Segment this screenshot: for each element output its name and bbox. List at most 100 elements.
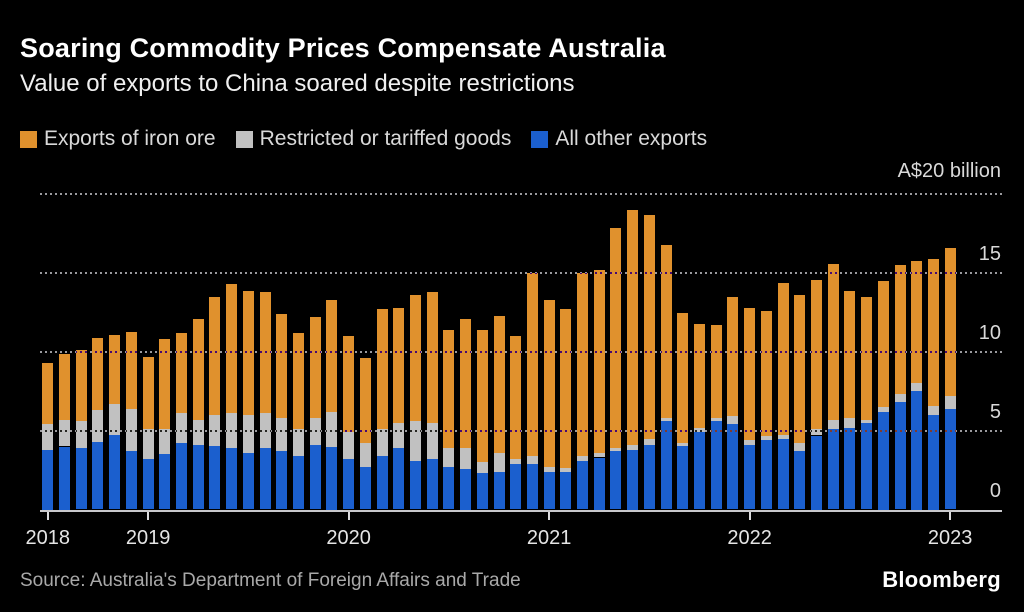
- bloomberg-logo: Bloomberg: [882, 567, 1001, 592]
- bar-stack: [92, 337, 104, 510]
- bar-stack: [777, 282, 789, 510]
- bar-segment-restricted: [811, 429, 822, 436]
- x-tick-label-2022: 2022: [727, 526, 772, 549]
- bar-segment-iron-ore: [560, 309, 572, 469]
- bar-segment-iron-ore: [894, 265, 906, 395]
- bar-segment-other: [192, 444, 204, 510]
- bar-stack: [176, 333, 187, 510]
- bar-segment-other: [510, 463, 522, 510]
- bar-segment-iron-ore: [142, 356, 154, 430]
- bar-segment-restricted: [827, 419, 839, 430]
- bar-stack: [911, 260, 923, 510]
- bar-stack: [577, 273, 588, 510]
- bar-stack: [393, 307, 405, 510]
- bar-segment-other: [359, 466, 371, 510]
- bar-segment-restricted: [643, 438, 655, 445]
- legend-item-iron-ore: Exports of iron ore: [20, 127, 216, 151]
- bar-segment-restricted: [510, 459, 522, 464]
- bar-segment-other: [744, 444, 756, 510]
- legend-label-restricted: Restricted or tariffed goods: [259, 127, 512, 150]
- x-axis-tick-2023: [949, 511, 952, 520]
- gridline-20: [40, 193, 1002, 196]
- bar-segment-other: [176, 443, 187, 510]
- bar-stack: [794, 295, 806, 510]
- bar-segment-restricted: [326, 411, 338, 447]
- bar-segment-restricted: [292, 429, 304, 456]
- bar-segment-other: [643, 444, 655, 510]
- bar-segment-restricted: [59, 419, 70, 447]
- bar-stack: [125, 331, 137, 510]
- bar-segment-other: [577, 460, 588, 510]
- x-axis-tick-2020: [347, 511, 350, 520]
- bar-segment-other: [42, 449, 54, 510]
- bar-segment-iron-ore: [627, 210, 639, 445]
- bar-segment-other: [944, 408, 956, 510]
- bar-segment-other: [543, 471, 555, 510]
- bar-stack: [543, 300, 555, 510]
- bar-segment-other: [677, 446, 689, 510]
- bar-stack: [944, 248, 956, 510]
- bar-segment-other: [292, 455, 304, 510]
- bar-segment-iron-ore: [744, 307, 756, 441]
- bar-segment-iron-ore: [710, 325, 722, 419]
- bar-segment-restricted: [443, 448, 455, 467]
- bar-stack: [443, 329, 455, 510]
- bar-segment-iron-ore: [443, 329, 455, 449]
- bar-segment-restricted: [627, 444, 639, 450]
- bar-segment-iron-ore: [727, 296, 739, 417]
- bar-segment-iron-ore: [292, 333, 304, 430]
- bar-segment-other: [560, 471, 572, 510]
- bar-stack: [343, 336, 355, 510]
- bar-segment-restricted: [426, 422, 438, 460]
- bar-segment-iron-ore: [359, 358, 371, 444]
- x-tick-label-2023: 2023: [927, 526, 973, 549]
- bar-segment-other: [393, 447, 405, 510]
- x-tick-label-2019: 2019: [125, 526, 171, 549]
- bar-segment-other: [409, 460, 421, 510]
- bar-stack: [677, 312, 689, 510]
- bar-stack: [493, 315, 505, 510]
- chart-title: Soaring Commodity Prices Compensate Aust…: [20, 33, 666, 63]
- bar-segment-iron-ore: [226, 284, 238, 414]
- bar-segment-other: [710, 421, 722, 510]
- bar-segment-iron-ore: [176, 333, 187, 414]
- bar-stack: [209, 296, 221, 510]
- bar-segment-other: [75, 448, 87, 510]
- x-tick-label-2021: 2021: [526, 526, 572, 549]
- bar-segment-restricted: [142, 429, 154, 460]
- bar-segment-iron-ore: [476, 329, 488, 463]
- bar-segment-restricted: [861, 419, 873, 423]
- bar-segment-restricted: [577, 455, 588, 461]
- bar-stack: [142, 356, 154, 510]
- bar-segment-iron-ore: [309, 317, 321, 419]
- bar-segment-iron-ore: [192, 318, 204, 420]
- bar-segment-iron-ore: [276, 314, 288, 419]
- bar-segment-restricted: [927, 405, 939, 415]
- bar-segment-restricted: [760, 435, 772, 441]
- bar-segment-restricted: [476, 462, 488, 474]
- bar-segment-other: [242, 452, 254, 510]
- bar-stack: [59, 353, 70, 510]
- bar-segment-iron-ore: [493, 315, 505, 453]
- bar-stack: [894, 265, 906, 510]
- bar-segment-restricted: [794, 443, 806, 452]
- bar-segment-other: [443, 466, 455, 510]
- bar-stack: [226, 284, 238, 510]
- bar-stack: [760, 311, 772, 510]
- bar-segment-restricted: [109, 403, 121, 436]
- bar-stack: [660, 244, 672, 510]
- bar-segment-other: [927, 415, 939, 510]
- y-tick-label-5: 5: [989, 400, 1001, 423]
- bar-stack: [326, 300, 338, 510]
- bar-segment-iron-ore: [393, 307, 405, 423]
- bar-segment-other: [109, 435, 121, 510]
- bar-segment-restricted: [911, 383, 923, 392]
- gridline-5: [40, 429, 1002, 432]
- bar-segment-restricted: [777, 435, 789, 439]
- bar-segment-iron-ore: [543, 300, 555, 467]
- bar-stack: [476, 329, 488, 510]
- legend-label-iron-ore: Exports of iron ore: [44, 127, 216, 150]
- bar-segment-restricted: [710, 418, 722, 422]
- bar-segment-restricted: [409, 421, 421, 461]
